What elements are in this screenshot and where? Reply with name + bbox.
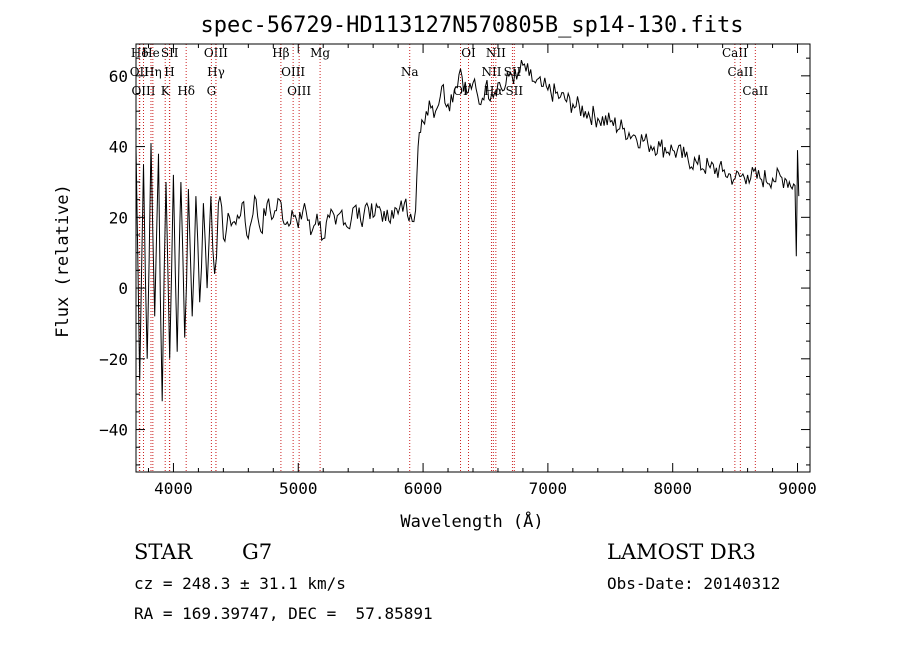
line-marker-label: OIII: [281, 65, 305, 79]
object-class: STAR: [134, 540, 193, 564]
line-marker-label: K: [161, 84, 171, 98]
line-marker-label: OIII: [131, 84, 155, 98]
chart-title: spec-56729-HD113127N570805B_sp14-130.fit…: [200, 13, 743, 38]
line-marker-label: Mg: [310, 46, 330, 60]
line-marker-label: CaII: [727, 65, 753, 79]
x-axis-ticks: 4000 5000 6000 7000 8000 9000: [147, 44, 817, 498]
survey-name: LAMOST DR3: [607, 540, 756, 564]
y-axis-ticks: −40 −20 0 20 40 60: [99, 57, 810, 466]
y-tick-label: −40: [99, 421, 128, 440]
x-tick-label: 5000: [279, 479, 318, 498]
line-marker-label: CaII: [722, 46, 748, 60]
y-tick-label: 40: [109, 138, 128, 157]
line-marker-label: He: [142, 46, 160, 60]
line-marker-label: Hβ: [272, 46, 289, 60]
line-marker-label: Na: [401, 65, 419, 79]
line-marker-label: G: [207, 84, 217, 98]
x-tick-label: 4000: [154, 479, 193, 498]
x-axis-label: Wavelength (Å): [400, 510, 543, 532]
redshift-cz: cz = 248.3 ± 31.1 km/s: [134, 574, 346, 593]
observation-date: Obs-Date: 20140312: [607, 574, 781, 593]
series-group: [136, 59, 800, 402]
line-marker-label: Hδ: [177, 84, 195, 98]
object-subclass: G7: [242, 540, 273, 564]
y-tick-label: −20: [99, 350, 128, 369]
line-marker-label: SII: [505, 84, 523, 98]
spectrum-line: [136, 59, 800, 402]
line-marker-label: Hγ: [207, 65, 225, 79]
y-axis-label: Flux (relative): [53, 184, 73, 338]
x-tick-label: 7000: [529, 479, 568, 498]
coordinates: RA = 169.39747, DEC = 57.85891: [134, 604, 433, 623]
plot-frame: [135, 43, 811, 473]
x-tick-label: 9000: [778, 479, 817, 498]
x-tick-label: 6000: [404, 479, 443, 498]
line-marker-label: Hη: [144, 65, 162, 79]
line-marker-label: OIII: [287, 84, 311, 98]
y-tick-label: 60: [109, 67, 128, 86]
x-tick-label: 8000: [653, 479, 692, 498]
y-tick-label: 0: [118, 279, 128, 298]
line-marker-label: NII: [481, 65, 501, 79]
line-marker-label: CaII: [742, 84, 768, 98]
line-markers: HδOIIOIIIHeHηKSIIHHδOIIIHγGHβOIIIOIIIMgN…: [130, 44, 768, 472]
line-marker-label: NII: [486, 46, 506, 60]
line-marker-label: H: [164, 65, 174, 79]
y-tick-label: 20: [109, 208, 128, 227]
line-marker-label: OI: [461, 46, 476, 60]
